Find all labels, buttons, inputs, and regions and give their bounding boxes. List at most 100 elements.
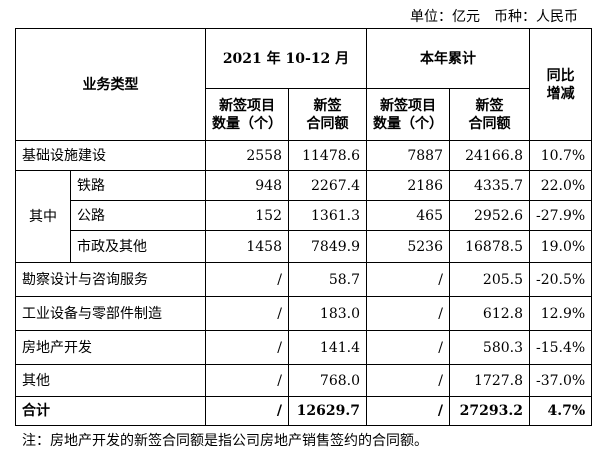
- table-cell: 勘察设计与咨询服务: [15, 262, 206, 297]
- table-row: 工业设备与零部件制造 / 183.0 / 612.8 12.9%: [15, 296, 593, 331]
- cell-text: -20.5%: [536, 271, 586, 288]
- cell-text: 205.5: [482, 271, 523, 288]
- cell-text: 10.7%: [540, 147, 586, 164]
- table-cell: 合计: [15, 396, 206, 426]
- table-cell: 新签项目 数量（个）: [205, 88, 289, 141]
- cell-text: /: [277, 339, 282, 356]
- table-cell: 580.3: [449, 330, 530, 365]
- cell-text: 58.7: [328, 271, 360, 288]
- cell-text: -37.0%: [536, 372, 586, 389]
- table-cell: 其他: [15, 364, 206, 397]
- table-cell: 公路: [70, 200, 206, 231]
- table: 业务类型 2021 年 10-12 月本年累计 同比 增减 新签项目 数量（个） 新签 合同额…: [15, 28, 593, 426]
- cell-text: /: [438, 271, 443, 288]
- cell-text: 铁路: [77, 177, 105, 194]
- cell-text: 其中: [29, 208, 57, 225]
- table-cell: 205.5: [449, 262, 530, 297]
- cell-text: 19.0%: [540, 238, 586, 255]
- cell-text: 7849.9: [311, 238, 360, 255]
- table-cell: 7887: [366, 140, 450, 171]
- table-cell: /: [366, 330, 450, 365]
- footnote: 注：房地产开发的新签合同额是指公司房地产销售签约的合同额。: [22, 433, 428, 449]
- cell-text: 房地产开发: [22, 339, 92, 356]
- table-cell: -15.4%: [528, 330, 593, 365]
- cell-text: 市政及其他: [77, 238, 147, 255]
- cell-text: 业务类型: [82, 76, 139, 93]
- table-cell: 基础设施建设: [15, 140, 206, 171]
- table-row: 其中 铁路 948 2267.4 2186 4335.7 22.0%: [15, 170, 593, 263]
- table-cell: 1361.3: [288, 200, 367, 231]
- cell-text: 152: [255, 207, 282, 224]
- table-row: 新签项目 数量（个） 新签 合同额 新签项目 数量（个） 新签 合同额: [16, 88, 592, 141]
- cell-text: 数量（个）: [212, 115, 282, 132]
- cell-text: 12.9%: [540, 305, 586, 322]
- table-cell: 183.0: [288, 296, 367, 331]
- cell-text: 4335.7: [474, 177, 523, 194]
- table-cell: 612.8: [449, 296, 530, 331]
- cell-text: 2267.4: [311, 177, 360, 194]
- cell-text: 增减: [546, 85, 575, 102]
- table-cell: /: [205, 262, 289, 297]
- table-cell: 业务类型: [15, 28, 206, 141]
- table-cell: 其中: [15, 170, 71, 263]
- table-cell: 4.7%: [528, 396, 593, 426]
- cell-text: 22.0%: [540, 177, 586, 194]
- table-cell: 22.0%: [528, 170, 593, 201]
- table-cell: 铁路: [70, 170, 206, 201]
- table-cell: 2267.4: [288, 170, 367, 201]
- table-cell: 24166.8: [449, 140, 530, 171]
- cell-text: -27.9%: [536, 207, 586, 224]
- cell-text: /: [277, 271, 282, 288]
- table-cell: -20.5%: [528, 262, 593, 297]
- table-cell: 19.0%: [528, 230, 593, 263]
- table-row: 公路 152 1361.3 465 2952.6 -27.9%: [16, 200, 593, 231]
- cell-text: 新签项目: [380, 97, 436, 114]
- cell-text: 27293.2: [459, 403, 523, 419]
- table-cell: 新签 合同额: [288, 88, 367, 141]
- cell-text: 合同额: [306, 115, 349, 132]
- cell-text: 1361.3: [311, 207, 360, 224]
- table-cell: 1458: [205, 230, 289, 263]
- table-cell: -27.9%: [528, 200, 593, 231]
- table-row: 业务类型 2021 年 10-12 月本年累计 同比 增减: [15, 28, 593, 141]
- cell-text: 4.7%: [547, 403, 586, 419]
- cell-text: 公路: [77, 207, 105, 224]
- cell-text: /: [277, 372, 282, 389]
- table-cell: /: [366, 364, 450, 397]
- cell-text: 合计: [22, 403, 50, 419]
- cell-text: 合同额: [468, 115, 511, 132]
- cell-text: 基础设施建设: [22, 147, 106, 164]
- table-row: 市政及其他 1458 7849.9 5236 16878.5 19.0%: [16, 230, 593, 263]
- table-cell: 市政及其他: [70, 230, 206, 263]
- table-row: 基础设施建设 2558 11478.6 7887 24166.8 10.7%: [15, 140, 593, 171]
- table-cell: 58.7: [288, 262, 367, 297]
- table-cell: /: [205, 296, 289, 331]
- table-cell: 27293.2: [449, 396, 530, 426]
- cell-text: 本年累计: [420, 50, 476, 67]
- table-cell: 16878.5: [449, 230, 530, 263]
- cell-text: /: [437, 403, 443, 419]
- cell-text: /: [276, 403, 282, 419]
- cell-text: /: [438, 339, 443, 356]
- cell-text: 2558: [246, 147, 282, 164]
- table-cell: 2021 年 10-12 月: [205, 28, 367, 89]
- table-cell: 465: [366, 200, 450, 231]
- cell-text: 2186: [407, 177, 443, 194]
- table-cell: 948: [205, 170, 289, 201]
- table-cell: 房地产开发: [15, 330, 206, 365]
- table-cell: 新签 合同额: [449, 88, 530, 141]
- unit-note: 单位：亿元 币种：人民币: [410, 9, 578, 25]
- table-cell: 768.0: [288, 364, 367, 397]
- cell-text: 12629.7: [296, 403, 360, 419]
- cell-text: 2021 年 10-12 月: [222, 50, 350, 67]
- table-cell: 2186: [366, 170, 450, 201]
- table-cell: 12.9%: [528, 296, 593, 331]
- cell-text: 勘察设计与咨询服务: [22, 271, 148, 288]
- table-cell: /: [205, 364, 289, 397]
- table-cell: /: [205, 396, 289, 426]
- cell-text: 16878.5: [465, 238, 523, 255]
- cell-text: 新签: [475, 97, 504, 114]
- cell-text: 5236: [407, 238, 443, 255]
- table-cell: 工业设备与零部件制造: [15, 296, 206, 331]
